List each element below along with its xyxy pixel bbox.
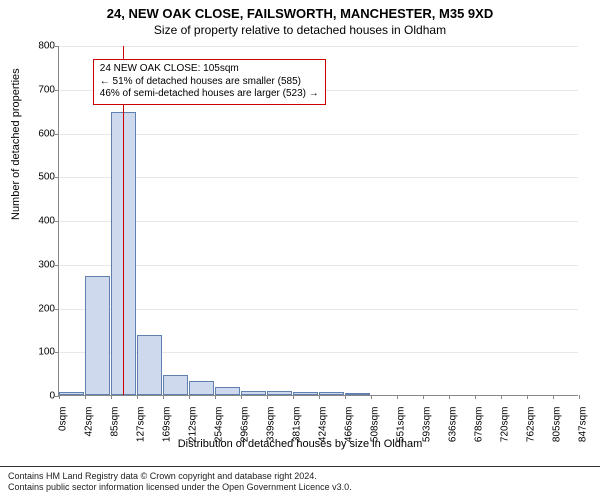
- xtick-mark: [423, 395, 424, 399]
- xtick-mark: [163, 395, 164, 399]
- bar: [215, 387, 240, 395]
- ytick-label: 100: [38, 347, 55, 358]
- xtick-mark: [111, 395, 112, 399]
- xtick-label: 762sqm: [525, 407, 536, 467]
- ytick-mark: [55, 221, 59, 222]
- xtick-label: 508sqm: [369, 407, 380, 467]
- bar: [345, 393, 370, 395]
- gridline: [59, 177, 578, 178]
- ytick-label: 300: [38, 259, 55, 270]
- xtick-label: 339sqm: [266, 407, 277, 467]
- footer-line-1: Contains HM Land Registry data © Crown c…: [8, 471, 592, 483]
- xtick-label: 127sqm: [135, 407, 146, 467]
- xtick-label: 466sqm: [344, 407, 355, 467]
- gridline: [59, 309, 578, 310]
- xtick-mark: [527, 395, 528, 399]
- xtick-mark: [475, 395, 476, 399]
- xtick-mark: [345, 395, 346, 399]
- xtick-label: 593sqm: [422, 407, 433, 467]
- ytick-label: 600: [38, 128, 55, 139]
- xtick-label: 254sqm: [213, 407, 224, 467]
- callout-box: 24 NEW OAK CLOSE: 105sqm← 51% of detache…: [93, 59, 326, 105]
- ytick-label: 200: [38, 303, 55, 314]
- bar: [163, 375, 188, 395]
- gridline: [59, 134, 578, 135]
- callout-line-3: 46% of semi-detached houses are larger (…: [100, 88, 319, 101]
- xtick-label: 847sqm: [578, 407, 589, 467]
- xtick-mark: [189, 395, 190, 399]
- ytick-mark: [55, 309, 59, 310]
- ytick-mark: [55, 46, 59, 47]
- ytick-label: 800: [38, 41, 55, 52]
- footer: Contains HM Land Registry data © Crown c…: [0, 466, 600, 500]
- xtick-label: 720sqm: [500, 407, 511, 467]
- xtick-label: 42sqm: [83, 407, 94, 467]
- xtick-label: 381sqm: [291, 407, 302, 467]
- gridline: [59, 46, 578, 47]
- ytick-mark: [55, 177, 59, 178]
- ytick-label: 500: [38, 172, 55, 183]
- xtick-mark: [449, 395, 450, 399]
- xtick-label: 805sqm: [552, 407, 563, 467]
- xtick-label: 678sqm: [474, 407, 485, 467]
- callout-line-1: 24 NEW OAK CLOSE: 105sqm: [100, 63, 319, 76]
- xtick-mark: [397, 395, 398, 399]
- xtick-mark: [579, 395, 580, 399]
- gridline: [59, 265, 578, 266]
- ytick-label: 700: [38, 84, 55, 95]
- xtick-label: 169sqm: [161, 407, 172, 467]
- xtick-label: 296sqm: [239, 407, 250, 467]
- xtick-mark: [319, 395, 320, 399]
- xtick-mark: [59, 395, 60, 399]
- xtick-mark: [267, 395, 268, 399]
- chart-container: 24, NEW OAK CLOSE, FAILSWORTH, MANCHESTE…: [0, 0, 600, 500]
- bar: [85, 276, 110, 395]
- footer-line-2: Contains public sector information licen…: [8, 482, 592, 494]
- bar: [241, 391, 266, 395]
- gridline: [59, 221, 578, 222]
- xtick-label: 424sqm: [318, 407, 329, 467]
- bar: [189, 381, 214, 395]
- page-subtitle: Size of property relative to detached ho…: [0, 21, 600, 37]
- y-axis-label: Number of detached properties: [10, 68, 22, 220]
- xtick-mark: [85, 395, 86, 399]
- xtick-mark: [215, 395, 216, 399]
- callout-line-2: ← 51% of detached houses are smaller (58…: [100, 76, 319, 89]
- bar: [137, 335, 162, 395]
- xtick-mark: [371, 395, 372, 399]
- ytick-mark: [55, 352, 59, 353]
- xtick-mark: [293, 395, 294, 399]
- ytick-mark: [55, 265, 59, 266]
- ytick-label: 400: [38, 216, 55, 227]
- xtick-label: 0sqm: [58, 407, 69, 467]
- xtick-label: 551sqm: [396, 407, 407, 467]
- bar: [59, 392, 84, 395]
- xtick-label: 85sqm: [110, 407, 121, 467]
- xtick-mark: [241, 395, 242, 399]
- x-axis-label: Distribution of detached houses by size …: [0, 438, 600, 450]
- xtick-mark: [553, 395, 554, 399]
- xtick-mark: [501, 395, 502, 399]
- ytick-label: 0: [49, 391, 55, 402]
- bar: [293, 392, 318, 396]
- bar: [267, 391, 292, 395]
- ytick-mark: [55, 134, 59, 135]
- xtick-label: 636sqm: [448, 407, 459, 467]
- xtick-mark: [137, 395, 138, 399]
- chart-area: 01002003004005006007008000sqm42sqm85sqm1…: [58, 46, 578, 396]
- xtick-label: 212sqm: [188, 407, 199, 467]
- page-title: 24, NEW OAK CLOSE, FAILSWORTH, MANCHESTE…: [0, 0, 600, 21]
- bar: [319, 392, 344, 395]
- ytick-mark: [55, 90, 59, 91]
